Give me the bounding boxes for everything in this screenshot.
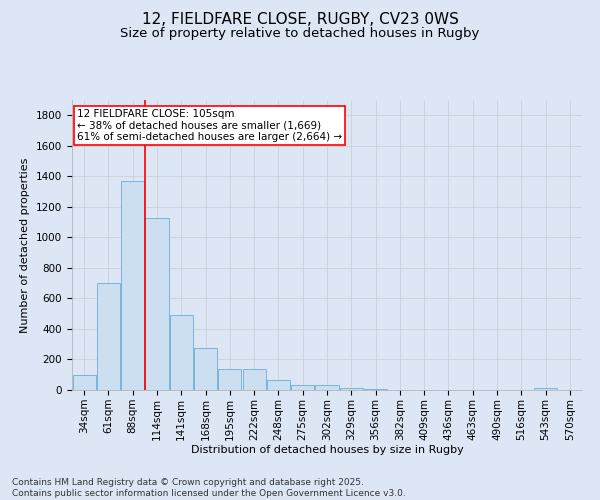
- Bar: [316, 385, 338, 390]
- Y-axis label: Number of detached properties: Number of detached properties: [20, 158, 31, 332]
- Bar: [170, 315, 193, 390]
- Bar: [73, 374, 95, 390]
- Text: Contains HM Land Registry data © Crown copyright and database right 2025.
Contai: Contains HM Land Registry data © Crown c…: [12, 478, 406, 498]
- Bar: [291, 384, 314, 390]
- Bar: [267, 380, 290, 390]
- Text: 12, FIELDFARE CLOSE, RUGBY, CV23 0WS: 12, FIELDFARE CLOSE, RUGBY, CV23 0WS: [142, 12, 458, 28]
- Bar: [121, 181, 144, 390]
- Text: Size of property relative to detached houses in Rugby: Size of property relative to detached ho…: [121, 28, 479, 40]
- X-axis label: Distribution of detached houses by size in Rugby: Distribution of detached houses by size …: [191, 446, 463, 456]
- Bar: [97, 283, 120, 390]
- Bar: [242, 368, 266, 390]
- Bar: [340, 388, 363, 390]
- Text: 12 FIELDFARE CLOSE: 105sqm
← 38% of detached houses are smaller (1,669)
61% of s: 12 FIELDFARE CLOSE: 105sqm ← 38% of deta…: [77, 108, 342, 142]
- Bar: [364, 389, 387, 390]
- Bar: [194, 348, 217, 390]
- Bar: [218, 368, 241, 390]
- Bar: [145, 218, 169, 390]
- Bar: [534, 388, 557, 390]
